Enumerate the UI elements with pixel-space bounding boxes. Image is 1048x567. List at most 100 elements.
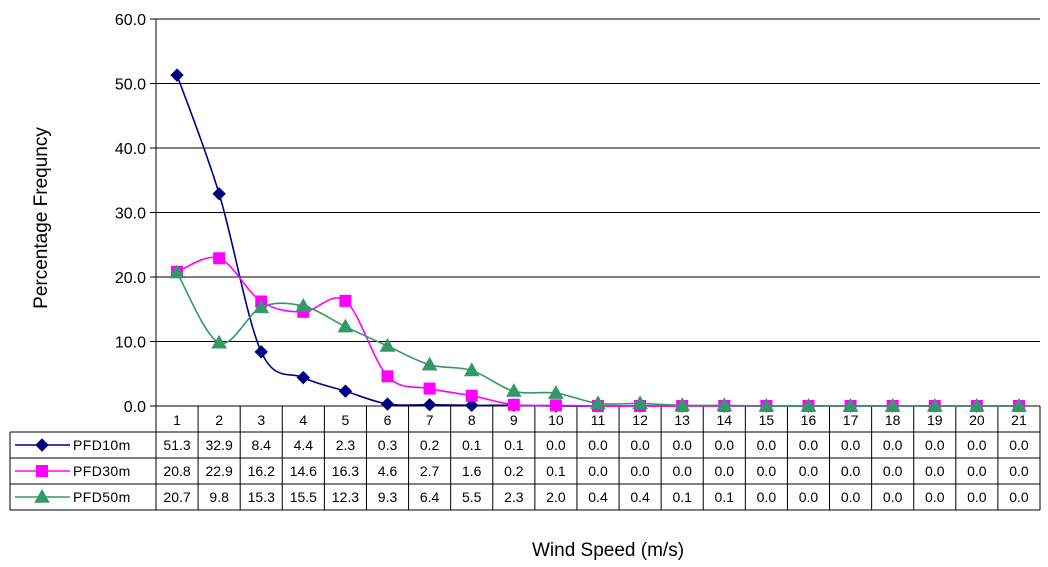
table-cell: 0.0: [757, 463, 777, 479]
series-PFD50m: [169, 264, 1027, 412]
series-lines: [169, 68, 1027, 413]
table-cell: 0.0: [967, 489, 987, 505]
table-cell: 0.2: [420, 437, 440, 453]
legend-label: PFD30m: [73, 463, 131, 479]
y-axis-tick-labels: 0.0 10.0 20.0 30.0 40.0 50.0 60.0: [115, 12, 146, 416]
data-point: [421, 356, 438, 371]
data-point: [548, 385, 564, 399]
table-cell: 2.0: [546, 489, 566, 505]
table-cell: 0.0: [630, 463, 650, 479]
table-cell: 0.1: [672, 489, 692, 505]
data-point: [339, 294, 352, 307]
table-cell: 0.4: [588, 489, 608, 505]
legend-marker: [34, 488, 50, 503]
table-cell: 0.0: [715, 463, 735, 479]
table-cell: 4.4: [294, 437, 314, 453]
data-point: [211, 334, 228, 349]
table-cell: 0.0: [1009, 463, 1029, 479]
table-cell: 20.8: [163, 463, 190, 479]
data-point: [800, 397, 817, 412]
x-tick-label: 16: [801, 412, 817, 428]
table-cell: 16.2: [248, 463, 275, 479]
table-cell: 12.3: [332, 489, 359, 505]
table-cell: 0.4: [630, 489, 650, 505]
x-tick-label: 17: [843, 412, 859, 428]
table-cell: 0.0: [967, 437, 987, 453]
data-point: [842, 397, 859, 412]
x-tick-label: 19: [927, 412, 943, 428]
data-point: [926, 397, 943, 412]
table-cell: 9.8: [209, 489, 229, 505]
data-point: [254, 345, 268, 359]
y-tick-label: 0.0: [124, 399, 146, 416]
data-point: [295, 298, 312, 312]
table-cell: 0.0: [672, 463, 692, 479]
data-point: [422, 398, 437, 412]
table-cell: 0.0: [799, 437, 819, 453]
data-point: [590, 395, 606, 410]
data-point: [632, 395, 648, 410]
data-point: [968, 397, 985, 412]
table-cell: 15.5: [290, 489, 317, 505]
table-cell: 0.0: [630, 437, 650, 453]
x-tick-label: 20: [969, 412, 985, 428]
table-cell: 0.0: [841, 437, 861, 453]
table-cell: 2.3: [336, 437, 356, 453]
x-tick-label: 11: [591, 412, 606, 428]
table-cell: 0.0: [925, 437, 945, 453]
data-point: [549, 399, 562, 412]
y-tick-label: 10.0: [115, 335, 146, 352]
data-point: [1011, 397, 1027, 412]
table-cell: 4.6: [378, 463, 398, 479]
data-point: [884, 397, 901, 412]
table-cell: 0.0: [967, 463, 987, 479]
x-tick-label: 6: [384, 412, 392, 428]
data-point: [423, 382, 436, 395]
table-cell: 0.0: [883, 463, 903, 479]
data-point: [465, 398, 479, 413]
data-point: [465, 389, 478, 402]
table-cell: 0.0: [799, 463, 819, 479]
table-cell: 0.1: [462, 437, 482, 453]
table-cell: 5.5: [462, 489, 482, 505]
data-point: [253, 299, 270, 314]
table-cell: 0.2: [504, 463, 524, 479]
y-tick-label: 20.0: [115, 270, 146, 287]
table-cell: 0.1: [504, 437, 524, 453]
x-tick-label: 10: [548, 412, 564, 428]
table-cell: 0.0: [1009, 437, 1029, 453]
table-cell: 0.0: [841, 463, 861, 479]
data-point: [381, 370, 394, 383]
table-cell: 6.4: [420, 489, 440, 505]
table-cell: 9.3: [378, 489, 398, 505]
x-tick-label: 21: [1011, 412, 1027, 428]
x-tick-label: 2: [215, 412, 223, 428]
table-cell: 0.0: [841, 489, 861, 505]
data-point: [463, 362, 480, 377]
x-axis-title: Wind Speed (m/s): [532, 540, 684, 561]
table-cell: 0.0: [546, 437, 566, 453]
data-point: [505, 383, 522, 397]
series-PFD10m: [170, 68, 1026, 413]
series-line: [176, 272, 1019, 407]
y-tick-label: 30.0: [115, 206, 146, 223]
legend-marker: [35, 438, 49, 452]
table-cell: 0.0: [757, 437, 777, 453]
table-cell: 32.9: [206, 437, 233, 453]
x-tick-label: 1: [173, 412, 181, 428]
table-cell: 0.0: [672, 437, 692, 453]
legend-marker: [36, 465, 48, 477]
x-tick-label: 9: [510, 412, 518, 428]
x-tick-label: 5: [342, 412, 350, 428]
y-tick-label: 60.0: [115, 12, 146, 29]
legend-label: PFD10m: [73, 437, 131, 453]
table-cell: 0.0: [883, 437, 903, 453]
x-tick-label: 8: [468, 412, 476, 428]
table-cell: 0.0: [1009, 489, 1029, 505]
table-cell: 20.7: [163, 489, 190, 505]
data-point: [507, 398, 520, 411]
data-point: [337, 318, 354, 333]
gridlines: [150, 18, 1040, 407]
